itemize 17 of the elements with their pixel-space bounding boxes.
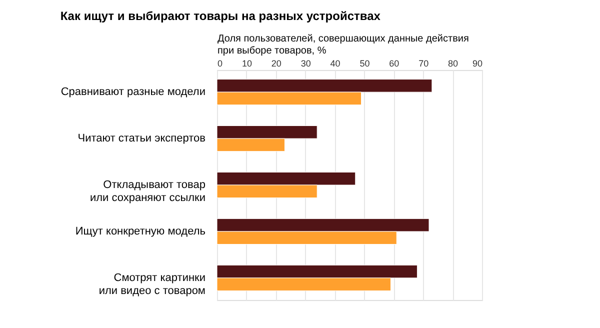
x-tick-label: 40 [330,58,340,68]
x-tick-label: 70 [418,58,429,68]
y-tick-label: Сравнивают разные модели [60,86,206,98]
x-tick-label: 60 [389,58,400,68]
x-tick-label: 20 [271,58,282,68]
y-tick-label: Откладывают товар или сохраняют ссылки [90,179,206,204]
x-tick-label: 90 [472,58,482,68]
x-tick-label: 80 [448,58,458,68]
x-tick-label: 30 [300,58,311,68]
x-tick-label: 50 [360,58,370,68]
x-tick-label: 0 [218,58,223,68]
y-tick-label: Ищут конкретную модель [75,225,206,238]
y-tick-label: Смотрят картинки или видео с товаром [98,272,206,297]
chart-title: Как ищут и выбирают товары на разных устройствах [60,9,381,23]
y-tick-label: Читают статьи экспертов [78,132,206,145]
x-axis-title: Доля пользователей, совершающих данные действия при выборе товаров, % [218,34,469,56]
x-tick-label: 10 [242,58,252,68]
